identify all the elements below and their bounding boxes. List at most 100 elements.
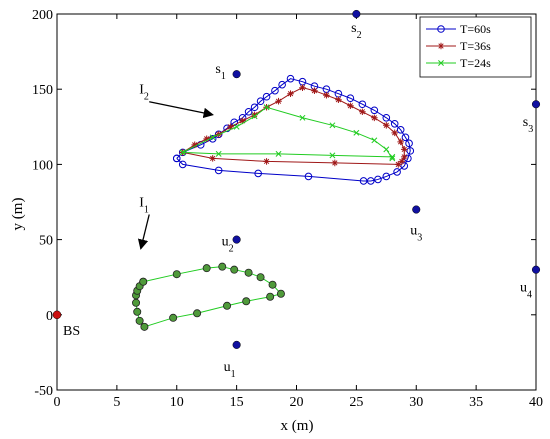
legend-entry: T=60s [460,22,491,36]
node-label: u3 [410,224,422,244]
data-point [374,175,382,184]
series-t-24s [179,104,396,162]
x-tick-label: 15 [230,395,244,410]
data-point [383,146,390,153]
data-point [230,118,239,127]
data-point [304,172,313,181]
data-point [239,117,246,125]
data-point [133,307,142,316]
data-point [244,268,253,277]
data-point [218,262,227,271]
data-point [172,270,181,279]
data-point [132,298,141,307]
data-point [397,138,404,146]
data-point [389,155,396,162]
data-point [169,313,178,322]
data-point [172,154,181,163]
data-point [323,91,330,99]
node-label: s1 [215,62,225,82]
node-marker [232,340,241,349]
data-point [209,134,216,141]
x-tick-label: 10 [170,395,184,410]
data-point [263,104,270,111]
annotation-arrow [137,214,150,250]
data-point [140,322,149,331]
legend-entry: T=24s [460,56,491,70]
y-tick-label: 100 [32,158,53,173]
data-point [370,106,379,115]
x-tick-label: 30 [409,395,423,410]
legend-swatch-marker [438,60,444,66]
data-point [371,137,378,144]
data-point [209,155,216,162]
data-point [311,87,318,95]
node-label: s3 [523,115,533,134]
data-point [233,123,240,130]
y-tick-label: 150 [32,83,53,98]
data-point [331,159,339,167]
series-line [182,106,393,161]
data-point [359,108,366,116]
data-point [335,96,342,104]
data-point [214,166,223,175]
data-point [256,273,265,282]
base-station-label: BS [63,324,80,339]
data-point [393,168,401,176]
y-tick-label: 200 [32,8,53,23]
data-point [391,129,398,137]
node-marker [531,265,541,274]
data-point [359,177,368,185]
x-tick-label: 25 [349,395,363,410]
data-point [227,123,234,131]
series-lines [132,74,415,331]
data-point [400,162,409,170]
data-point [266,292,275,301]
annotation-arrow [149,101,214,119]
data-point [191,141,199,149]
data-point [223,301,232,310]
node-marker [412,205,421,214]
data-point [193,309,202,318]
data-point [275,150,282,157]
y-axis-label: y (m) [10,198,26,231]
data-point [250,103,259,112]
data-point [389,153,396,160]
data-point [271,86,279,95]
data-point [244,107,253,116]
legend-swatch-marker [437,25,445,33]
node-marker [232,70,241,79]
node-label: s2 [351,21,361,41]
base-station-marker [52,310,62,320]
data-point [371,114,378,122]
data-point [202,264,211,273]
series-t-36s [179,84,408,168]
data-point [251,113,258,120]
data-point [358,100,367,109]
data-point [394,161,402,168]
data-point [329,152,336,159]
data-point [275,97,282,105]
data-point [278,80,286,89]
data-point [242,297,251,306]
x-tick-label: 40 [529,395,543,410]
data-point [383,121,390,129]
data-point [299,114,306,121]
node-label: I1 [139,196,149,216]
x-axis-label: x (m) [281,418,314,434]
data-point [254,169,262,178]
data-point [398,158,406,165]
data-point [178,160,187,169]
data-point [406,147,415,155]
data-point [405,139,413,148]
y-tick-label: -50 [34,384,53,399]
legend-swatch-marker [437,42,445,50]
data-point [135,316,144,325]
node-label: u1 [224,360,236,380]
data-point [347,102,354,110]
series-line [182,87,405,165]
node-label: u4 [520,281,532,301]
data-point [230,265,239,274]
data-point [251,111,258,119]
